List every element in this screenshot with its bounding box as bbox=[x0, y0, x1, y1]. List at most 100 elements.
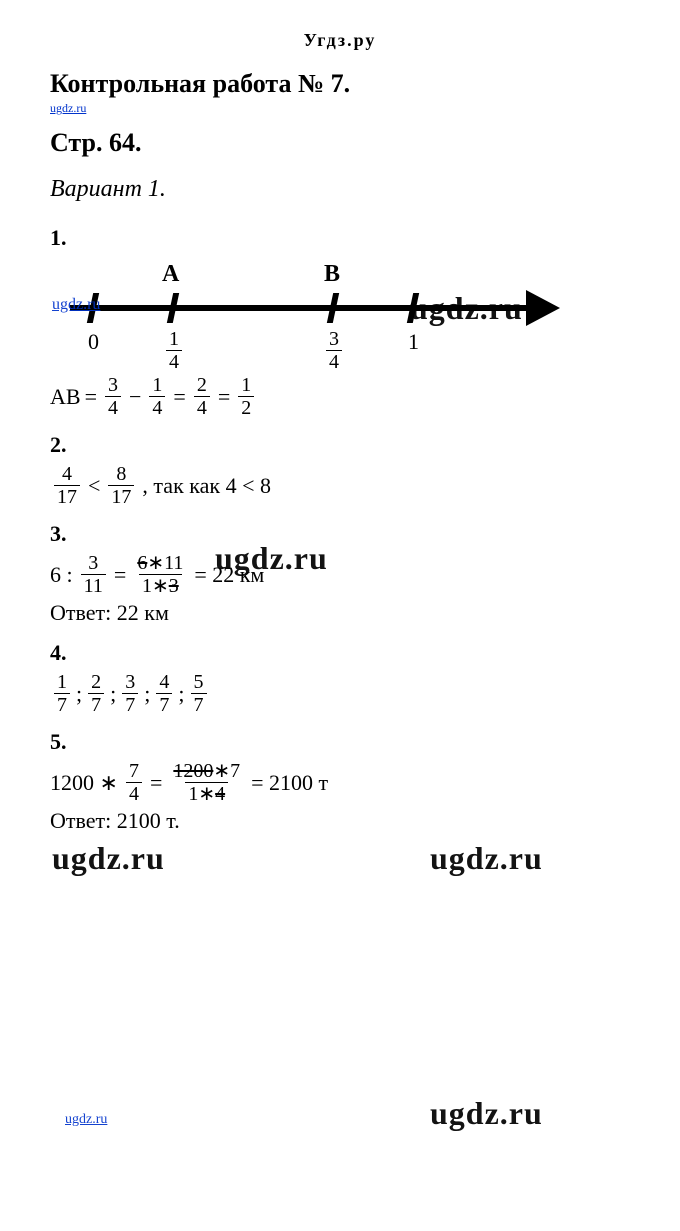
q2-expression: 4 17 < 8 17 , так как 4 < 8 bbox=[50, 464, 630, 507]
frac-3-4: 3 4 bbox=[105, 375, 121, 418]
frac-cancel-2: 1200∗7 1∗4 bbox=[170, 761, 243, 804]
frac-1-4: 1 4 bbox=[149, 375, 165, 418]
frac-num: 8 bbox=[113, 464, 129, 485]
frac-num: 4 bbox=[59, 464, 75, 485]
less-than: < bbox=[88, 473, 100, 499]
frac-5-7: 57 bbox=[191, 672, 207, 715]
axis bbox=[70, 305, 530, 311]
frac-3-7: 37 bbox=[122, 672, 138, 715]
one-times: 1∗ bbox=[142, 575, 169, 597]
sep: ; bbox=[76, 681, 82, 707]
frac-den: 7 bbox=[88, 693, 104, 715]
frac-cancel: 6∗11 1∗3 bbox=[134, 553, 186, 596]
frac-num: 3 bbox=[326, 329, 342, 350]
label-1: 1 bbox=[408, 329, 419, 355]
frac-num: 1200∗7 bbox=[170, 761, 243, 782]
frac-den: 7 bbox=[191, 693, 207, 715]
frac-den: 2 bbox=[238, 396, 254, 418]
frac-num: 5 bbox=[191, 672, 207, 693]
one-times: 1∗ bbox=[188, 783, 215, 805]
eq: = bbox=[218, 384, 230, 410]
reason-text: , так как 4 < 8 bbox=[142, 473, 271, 499]
eq: = bbox=[85, 384, 97, 410]
watermark-link: ugdz.ru bbox=[65, 1112, 107, 1128]
frac-num: 4 bbox=[156, 672, 172, 693]
sep: ; bbox=[178, 681, 184, 707]
frac-den: 1∗3 bbox=[139, 574, 182, 596]
arrow-right-icon bbox=[526, 290, 560, 326]
frac-num: 3 bbox=[105, 375, 121, 396]
variant-label: Вариант 1. bbox=[50, 176, 630, 203]
frac-den: 7 bbox=[54, 693, 70, 715]
label-a-frac: 1 4 bbox=[162, 329, 186, 372]
q5-pre: 1200 ∗ bbox=[50, 770, 118, 796]
q5-result: = 2100 т bbox=[251, 770, 328, 796]
source-link[interactable]: ugdz.ru bbox=[50, 101, 630, 116]
frac-1-2: 1 2 bbox=[238, 375, 254, 418]
sep: ; bbox=[144, 681, 150, 707]
frac-den: 4 bbox=[126, 782, 142, 804]
frac-den: 4 bbox=[194, 396, 210, 418]
ab-label: AB bbox=[50, 384, 81, 410]
frac-8-17: 8 17 bbox=[108, 464, 134, 507]
q5-number: 5. bbox=[50, 729, 630, 755]
frac-1-7: 17 bbox=[54, 672, 70, 715]
q5-expression: 1200 ∗ 7 4 = 1200∗7 1∗4 = 2100 т bbox=[50, 761, 630, 804]
strike-1200: 1200 bbox=[173, 760, 213, 782]
label-0: 0 bbox=[88, 329, 99, 355]
eq: = bbox=[173, 384, 185, 410]
frac-num: 1 bbox=[166, 329, 182, 350]
q5-answer: Ответ: 2100 т. bbox=[50, 808, 630, 834]
frac-4-17: 4 17 bbox=[54, 464, 80, 507]
number-line: 0 A 1 4 B 3 4 1 bbox=[70, 257, 570, 367]
minus: − bbox=[129, 384, 141, 410]
q4-sequence: 17; 27; 37; 47; 57 bbox=[50, 672, 630, 715]
frac-den: 17 bbox=[54, 485, 80, 507]
frac-den: 7 bbox=[156, 693, 172, 715]
q1-expression: AB = 3 4 − 1 4 = 2 4 = 1 2 bbox=[50, 375, 630, 418]
frac-den: 17 bbox=[108, 485, 134, 507]
frac-2-4: 2 4 bbox=[194, 375, 210, 418]
frac-den: 4 bbox=[326, 350, 342, 372]
page-reference: Стр. 64. bbox=[50, 128, 630, 158]
q3-pre: 6 : bbox=[50, 562, 73, 588]
frac-num: 2 bbox=[194, 375, 210, 396]
frac-num: 1 bbox=[149, 375, 165, 396]
q3-number: 3. bbox=[50, 521, 630, 547]
times-11: ∗11 bbox=[147, 552, 183, 574]
q1-number: 1. bbox=[50, 225, 630, 251]
eq: = bbox=[114, 562, 126, 588]
label-b-frac: 3 4 bbox=[322, 329, 346, 372]
frac-4-7: 47 bbox=[156, 672, 172, 715]
frac-den: 4 bbox=[166, 350, 182, 372]
frac-num: 3 bbox=[122, 672, 138, 693]
q3-answer: Ответ: 22 км bbox=[50, 600, 630, 626]
q2-number: 2. bbox=[50, 432, 630, 458]
label-a: A bbox=[162, 261, 179, 288]
times-7: ∗7 bbox=[213, 760, 240, 782]
strike-4: 4 bbox=[215, 783, 225, 805]
frac-2-7: 27 bbox=[88, 672, 104, 715]
label-b: B bbox=[324, 261, 340, 288]
frac-7-4: 7 4 bbox=[126, 761, 142, 804]
strike-6: 6 bbox=[137, 552, 147, 574]
frac-num: 7 bbox=[126, 761, 142, 782]
frac-num: 6∗11 bbox=[134, 553, 186, 574]
q3-result: = 22 км bbox=[194, 562, 264, 588]
watermark: ugdz.ru bbox=[430, 1095, 543, 1132]
q3-expression: 6 : 3 11 = 6∗11 1∗3 = 22 км bbox=[50, 553, 630, 596]
strike-3: 3 bbox=[169, 575, 179, 597]
frac-den: 4 bbox=[149, 396, 165, 418]
frac-num: 1 bbox=[238, 375, 254, 396]
frac-num: 3 bbox=[85, 553, 101, 574]
frac-den: 7 bbox=[122, 693, 138, 715]
site-name: Угдз.ру bbox=[50, 30, 630, 51]
frac-den: 4 bbox=[105, 396, 121, 418]
frac-3-11: 3 11 bbox=[81, 553, 106, 596]
eq: = bbox=[150, 770, 162, 796]
q4-number: 4. bbox=[50, 640, 630, 666]
sep: ; bbox=[110, 681, 116, 707]
frac-num: 1 bbox=[54, 672, 70, 693]
frac-num: 2 bbox=[88, 672, 104, 693]
frac-den: 11 bbox=[81, 574, 106, 596]
